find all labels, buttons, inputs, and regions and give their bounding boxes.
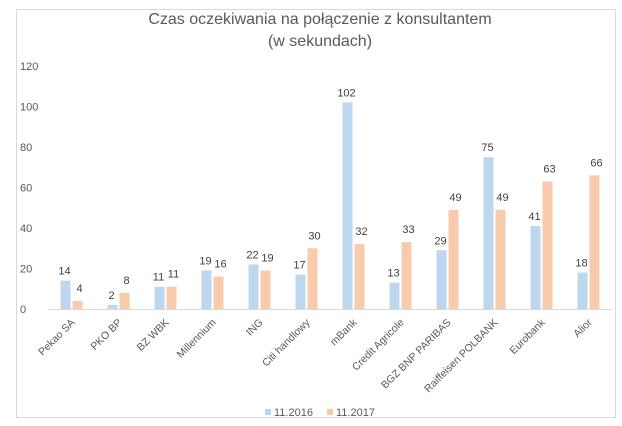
data-label: 2 [108, 290, 114, 302]
data-label: 13 [387, 268, 399, 280]
category-label: Pekao SA [36, 317, 78, 359]
data-label: 11 [153, 272, 164, 284]
data-label: 49 [496, 192, 508, 204]
data-label: 14 [58, 266, 70, 278]
bar-11.2017 [495, 209, 506, 309]
data-label: 16 [214, 259, 226, 271]
legend-swatch [265, 409, 271, 415]
bar-11.2017 [401, 242, 412, 309]
data-label: 19 [261, 253, 273, 265]
data-label: 30 [308, 230, 320, 242]
bar-11.2017 [448, 209, 459, 309]
data-label: 4 [76, 283, 82, 295]
category-label: Millennium [175, 316, 219, 360]
bar-11.2016 [577, 272, 588, 309]
data-label: 17 [293, 260, 305, 272]
data-label: 102 [337, 87, 355, 99]
bar-11.2017 [260, 270, 271, 309]
category-label: Eurobank [507, 316, 548, 357]
bar-11.2016 [107, 304, 118, 309]
chart-frame [16, 9, 616, 418]
bar-11.2017 [354, 244, 365, 309]
bar-11.2017 [307, 248, 318, 309]
category-label: mBank [328, 316, 360, 348]
data-label: 33 [402, 224, 414, 236]
bar-11.2016 [60, 280, 71, 309]
data-label: 63 [543, 163, 555, 175]
legend-label: 11.2016 [274, 407, 313, 419]
bar-11.2016 [483, 157, 494, 309]
y-tick-label: 120 [20, 61, 38, 73]
bar-11.2017 [542, 181, 553, 309]
y-tick-label: 100 [20, 102, 38, 114]
chart-title: Czas oczekiwania na połączenie z konsult… [148, 11, 491, 28]
bar-11.2016 [436, 250, 447, 309]
y-tick-label: 60 [20, 183, 32, 195]
data-label: 22 [246, 249, 258, 261]
data-label: 29 [434, 235, 446, 247]
data-label: 18 [575, 258, 587, 270]
legend-label: 11.2017 [336, 407, 375, 419]
bar-11.2016 [389, 282, 400, 309]
category-label: Citi handlowy [260, 316, 313, 369]
bar-11.2017 [213, 276, 224, 309]
y-tick-label: 20 [20, 264, 32, 276]
data-label: 32 [355, 226, 367, 238]
data-label: 11 [168, 269, 179, 281]
bar-11.2017 [72, 300, 83, 309]
bar-11.2016 [295, 274, 306, 309]
bar-11.2016 [530, 225, 541, 309]
category-label: PKO BP [88, 317, 124, 353]
y-tick-label: 40 [20, 223, 32, 235]
bar-11.2016 [342, 102, 353, 309]
bar-11.2017 [589, 175, 600, 309]
category-label: ING [244, 317, 266, 339]
data-label: 19 [199, 256, 211, 268]
chart-subtitle: (w sekundach) [268, 33, 372, 50]
bar-11.2017 [119, 292, 130, 309]
data-label: 8 [123, 275, 129, 287]
data-label: 75 [481, 142, 493, 154]
data-label: 49 [449, 192, 461, 204]
category-label: BZ WBK [135, 317, 172, 354]
bar-11.2016 [248, 264, 259, 309]
y-tick-label: 80 [20, 142, 32, 154]
bar-11.2016 [201, 270, 212, 309]
bar-11.2016 [154, 286, 165, 309]
data-label: 66 [590, 157, 602, 169]
y-tick-label: 0 [20, 304, 26, 316]
data-label: 41 [528, 211, 540, 223]
bar-11.2017 [166, 286, 177, 309]
category-label: Alior [571, 316, 595, 340]
legend-swatch [327, 409, 333, 415]
